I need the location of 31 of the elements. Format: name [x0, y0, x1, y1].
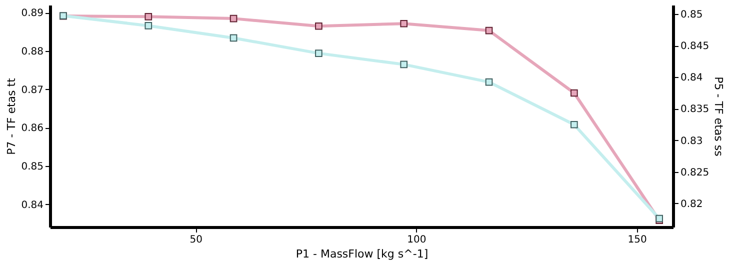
point: [400, 20, 408, 28]
y2-axis-title: P5 - TF etas ss: [712, 76, 726, 157]
point: [570, 89, 578, 97]
point: [230, 14, 238, 22]
point: [485, 26, 493, 34]
y2-tick-label: 0.85: [680, 10, 703, 21]
y2-tick-label: 0.82: [680, 198, 703, 210]
point: [144, 22, 152, 30]
x-axis-title: P1 - MassFlow [kg s^-1]: [296, 248, 428, 260]
point: [144, 13, 152, 20]
y-tick-label: 0.85: [21, 162, 44, 173]
point: [570, 120, 578, 128]
y-tick-label: 0.89: [21, 8, 44, 20]
y2-tick-label: 0.835: [680, 104, 710, 116]
y2-tick-label: 0.825: [680, 167, 710, 178]
point: [315, 22, 322, 30]
x-tick-label: 150: [628, 234, 647, 246]
x-tick-label: 50: [190, 234, 202, 246]
y-tick-label: 0.87: [21, 84, 44, 96]
x-tick-label: 100: [407, 234, 426, 246]
y-axis-title: P7 - TF etas tt: [5, 77, 18, 155]
y-tick-label: 0.88: [21, 46, 44, 58]
y2-tick-label: 0.84: [680, 72, 703, 84]
y-tick-label: 0.84: [21, 200, 44, 211]
point: [400, 60, 408, 68]
point: [315, 50, 322, 57]
y2-tick-label: 0.83: [680, 136, 703, 147]
point: [485, 78, 493, 86]
point: [230, 34, 238, 42]
y-tick-label: 0.86: [21, 123, 44, 134]
y2-tick-label: 0.845: [680, 41, 710, 52]
